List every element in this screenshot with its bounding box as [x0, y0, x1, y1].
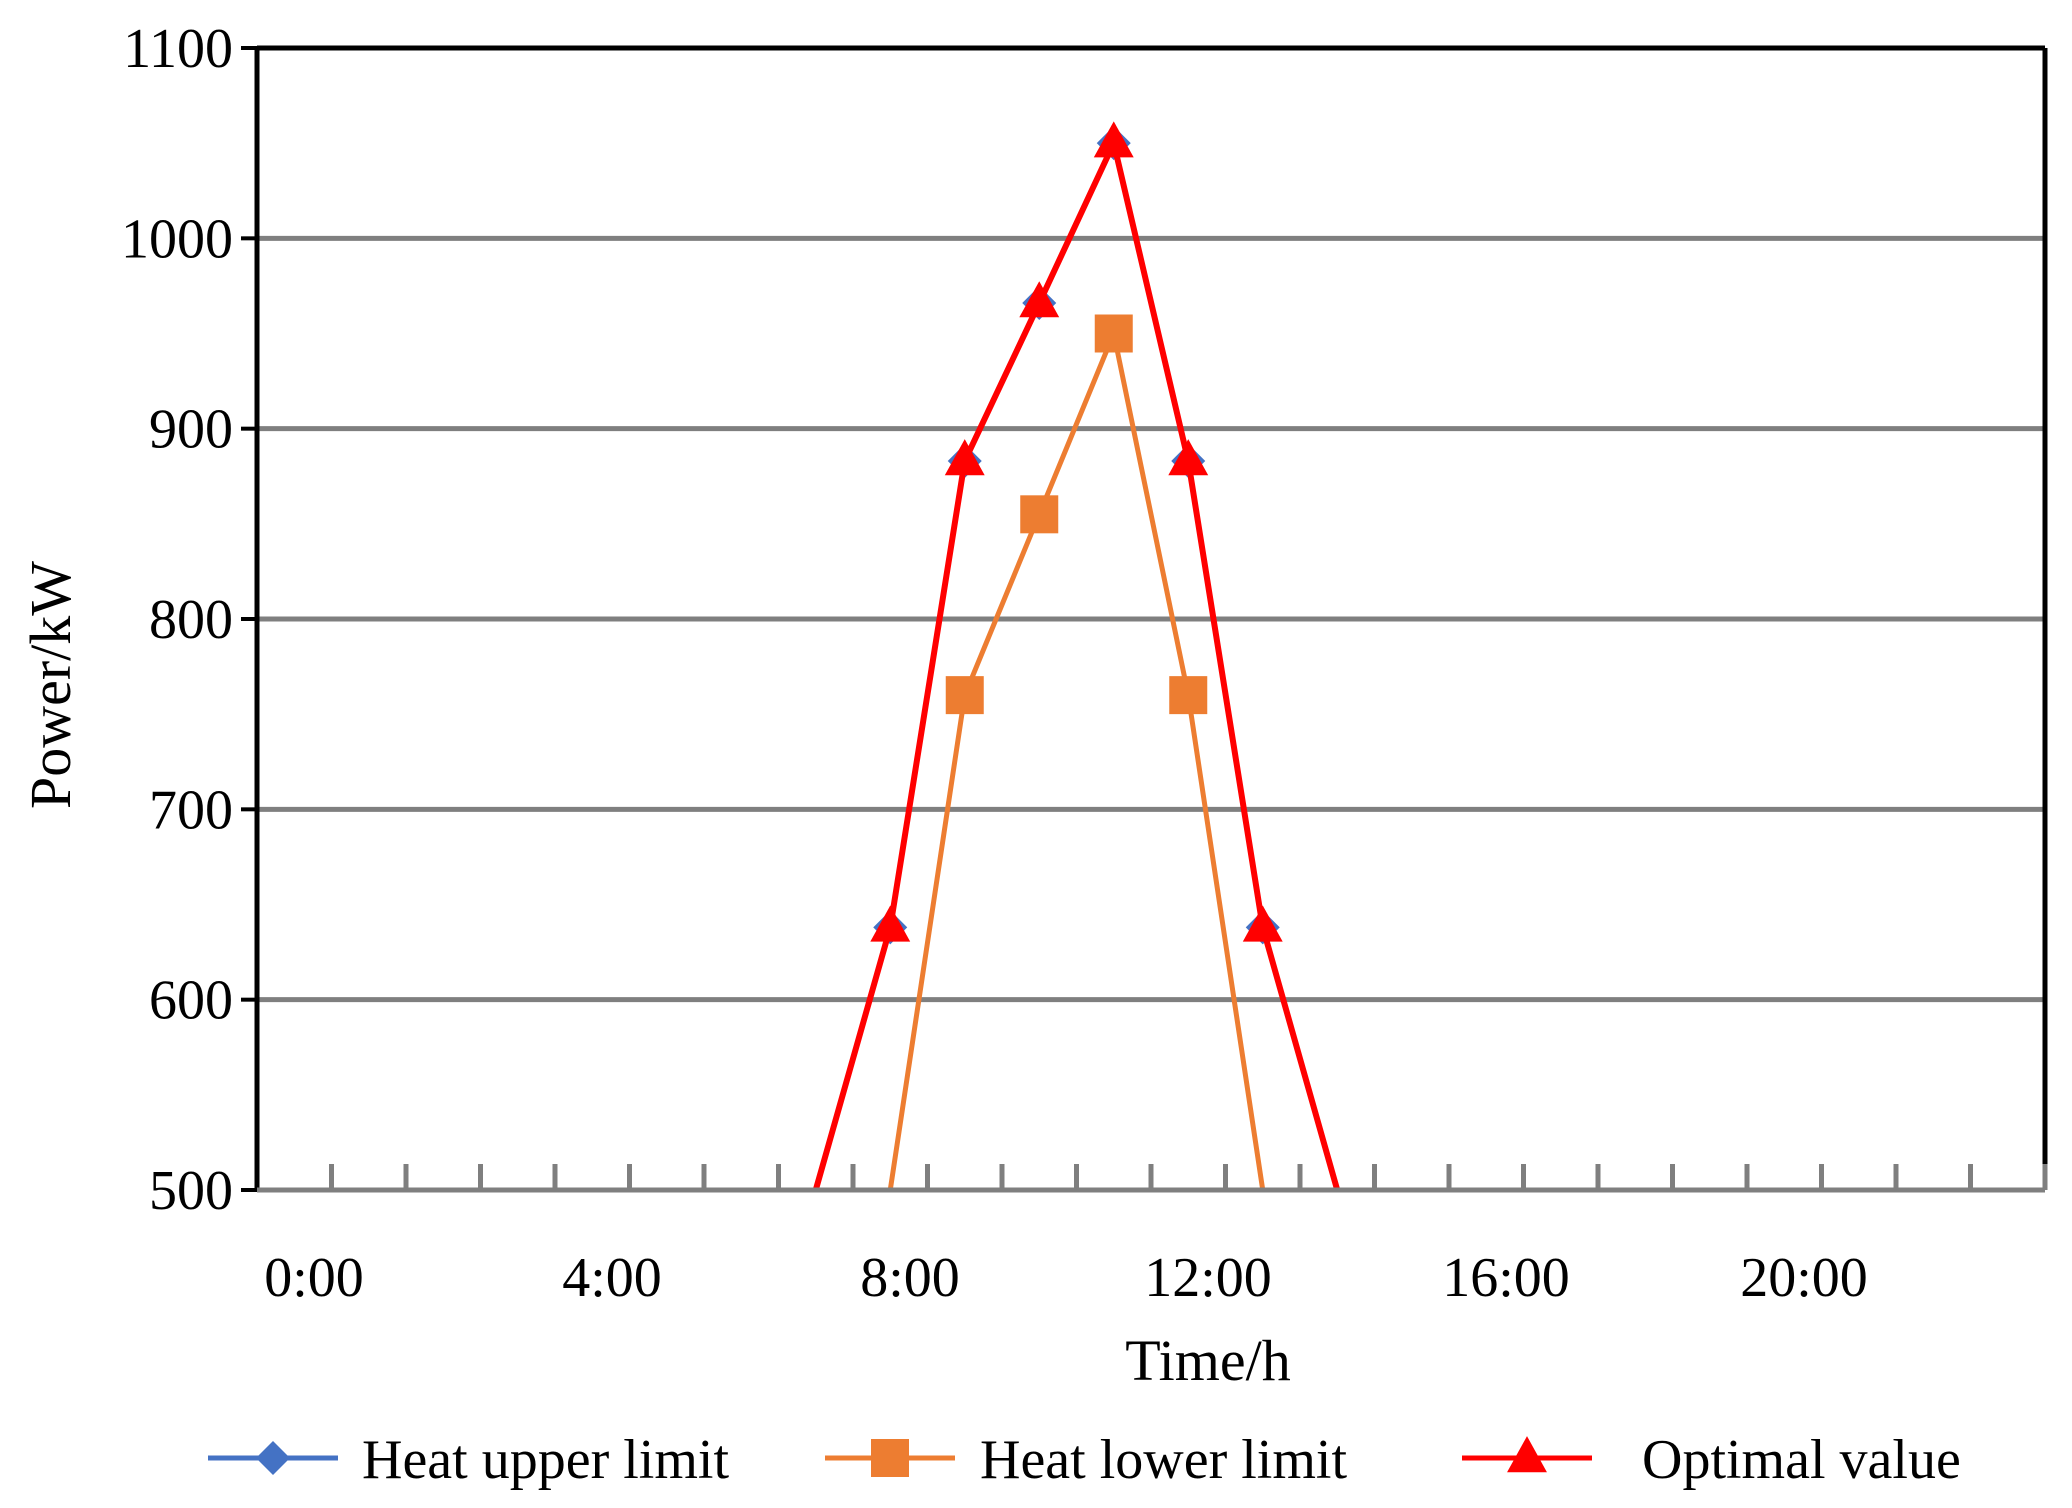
series-2-point-5	[1168, 439, 1209, 476]
x-tick-label-0: 0:00	[264, 1247, 364, 1309]
y-tick-label-600: 600	[149, 970, 233, 1032]
y-tick-label-500: 500	[149, 1160, 233, 1222]
series-line-1	[887, 331, 1266, 1190]
y-axis-title: Power/kW	[18, 561, 83, 809]
series-line-0	[813, 140, 1340, 1190]
x-axis-title: Time/h	[1125, 1328, 1290, 1393]
series-2	[812, 121, 1341, 1190]
series-1-point-4	[1094, 314, 1133, 353]
series-line-2	[812, 140, 1341, 1190]
legend: Heat upper limit Heat lower limit Optimal …	[208, 1429, 1961, 1491]
x-tick-label-2: 8:00	[860, 1247, 960, 1309]
legend-marker-2	[1507, 1436, 1547, 1473]
series-2-point-4	[1093, 121, 1134, 158]
legend-label-2: Optimal value	[1642, 1429, 1961, 1491]
series-1-point-2	[945, 676, 984, 715]
legend-label-0: Heat upper limit	[362, 1429, 729, 1491]
x-tick-label-1: 4:00	[562, 1247, 662, 1309]
tick-layer: 500 600 700 800 900 1000 1100 0:00 4:00 8:00 12:00…	[121, 18, 2048, 1309]
series-0	[813, 126, 1340, 1190]
series-2-point-3	[1019, 281, 1060, 318]
x-tick-label-4: 16:00	[1442, 1247, 1570, 1309]
x-tick-label-3: 12:00	[1144, 1247, 1272, 1309]
series-2-point-2	[944, 439, 985, 476]
series-1	[887, 314, 1266, 1190]
legend-label-1: Heat lower limit	[980, 1429, 1347, 1491]
legend-marker-1	[871, 1439, 909, 1477]
y-tick-label-1000: 1000	[121, 208, 233, 270]
y-tick-label-1100: 1100	[123, 18, 233, 80]
y-tick-label-800: 800	[149, 589, 233, 651]
series-layer	[812, 121, 1341, 1190]
series-2-point-1	[870, 905, 911, 942]
y-tick-label-900: 900	[149, 399, 233, 461]
y-tick-label-700: 700	[149, 779, 233, 841]
legend-marker-0	[256, 1441, 290, 1475]
x-tick-label-5: 20:00	[1740, 1247, 1868, 1309]
series-1-point-5	[1169, 676, 1208, 715]
series-1-point-3	[1020, 495, 1059, 534]
series-2-point-6	[1242, 905, 1283, 942]
